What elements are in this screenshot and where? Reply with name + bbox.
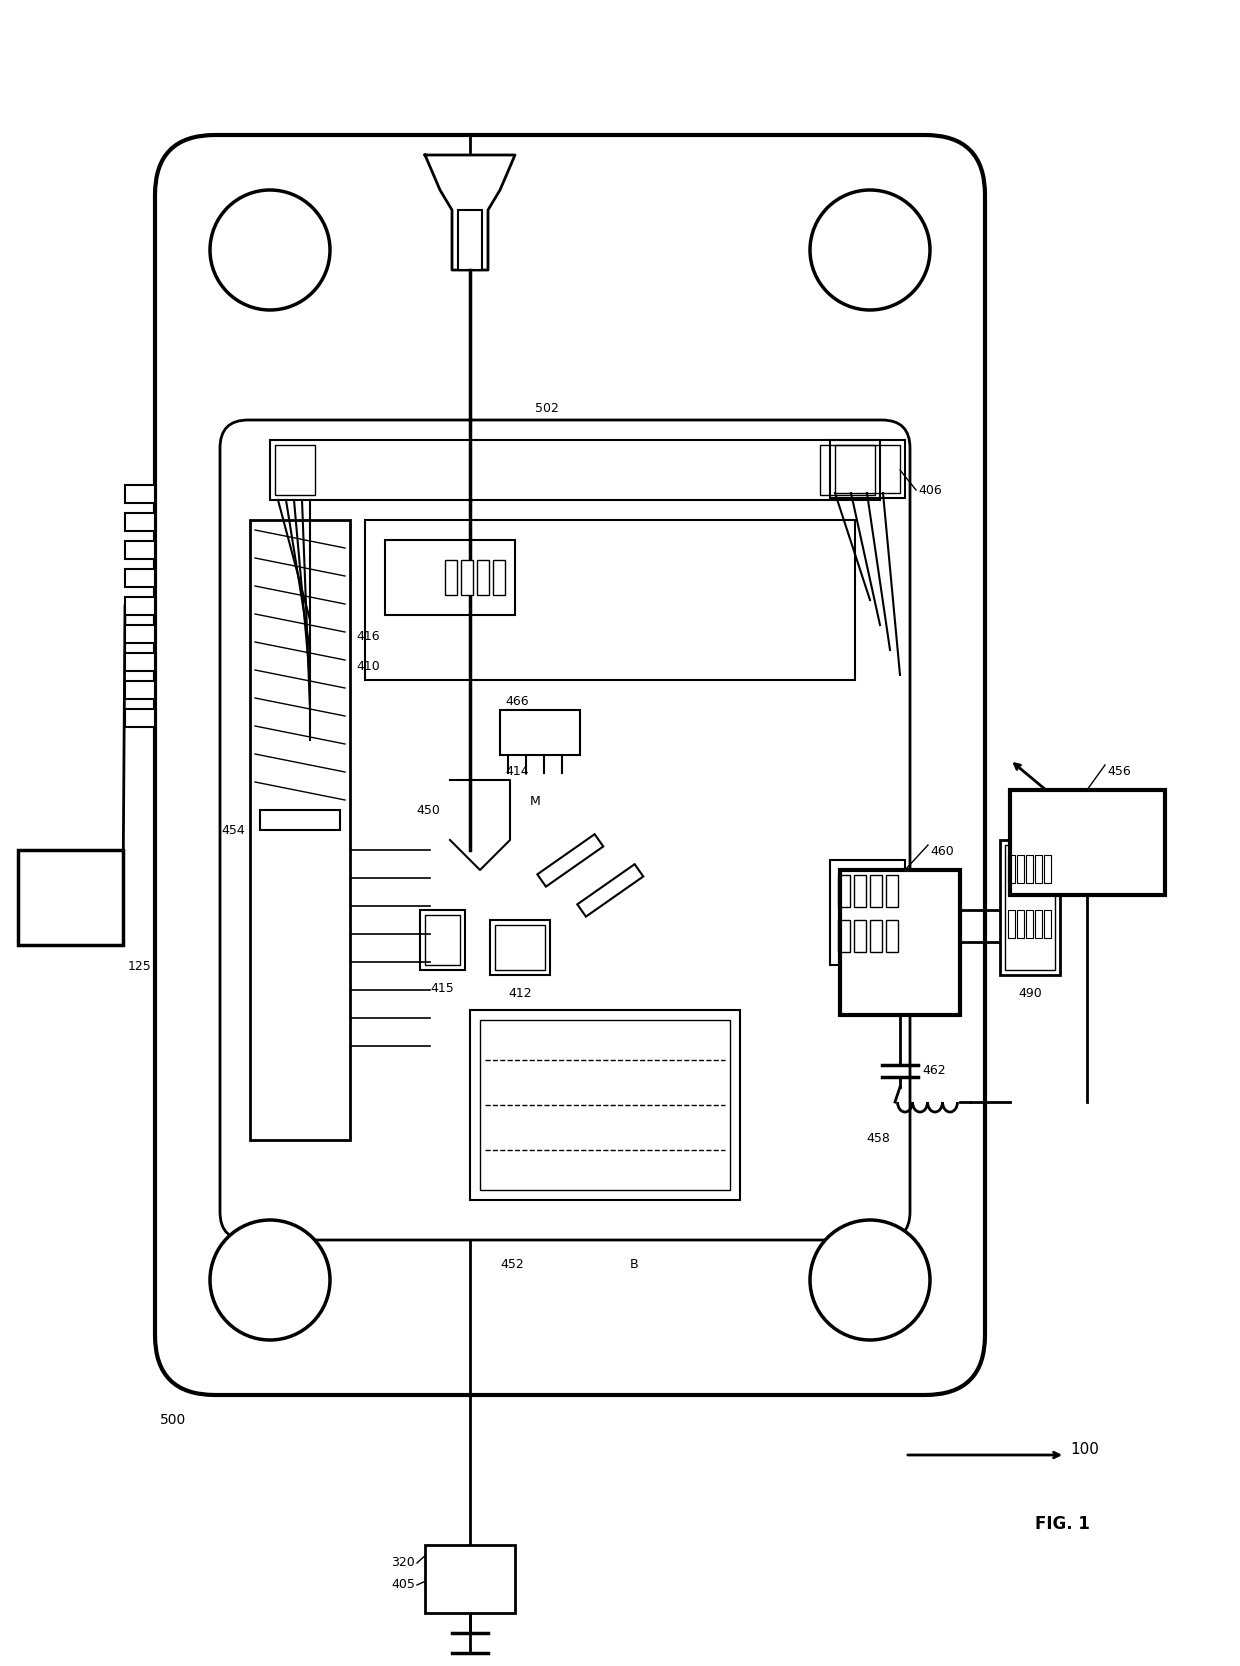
Bar xyxy=(1025,855,1033,883)
Text: F: F xyxy=(461,565,469,578)
Bar xyxy=(384,540,515,615)
Text: 415: 415 xyxy=(430,981,454,995)
Text: 462: 462 xyxy=(923,1065,946,1078)
Bar xyxy=(125,681,155,700)
Bar xyxy=(470,1010,740,1200)
Bar xyxy=(870,920,882,951)
Bar xyxy=(125,653,155,671)
Bar xyxy=(125,485,155,503)
FancyBboxPatch shape xyxy=(155,135,985,1394)
Bar xyxy=(854,920,866,951)
Bar xyxy=(1044,855,1052,883)
Text: 500: 500 xyxy=(160,1413,186,1428)
Text: 455: 455 xyxy=(1040,825,1064,838)
Text: 405: 405 xyxy=(391,1578,415,1591)
Bar xyxy=(480,1020,730,1190)
Text: 452: 452 xyxy=(500,1258,523,1271)
Bar xyxy=(420,910,465,970)
Bar xyxy=(1035,910,1042,938)
Circle shape xyxy=(810,1220,930,1339)
Bar xyxy=(1004,845,1055,970)
Text: 414: 414 xyxy=(505,765,528,778)
Text: 454: 454 xyxy=(221,823,246,836)
Bar xyxy=(495,925,546,970)
Text: 490: 490 xyxy=(1018,986,1042,1000)
Text: 320: 320 xyxy=(392,1556,415,1569)
Circle shape xyxy=(810,190,930,310)
Bar xyxy=(445,560,458,595)
FancyBboxPatch shape xyxy=(578,865,644,916)
Text: 460: 460 xyxy=(930,845,954,858)
Bar xyxy=(275,445,315,495)
FancyBboxPatch shape xyxy=(537,835,603,886)
Text: 466: 466 xyxy=(505,695,528,708)
Bar xyxy=(425,915,460,965)
Bar xyxy=(270,440,880,500)
Bar xyxy=(1017,910,1024,938)
Bar xyxy=(461,560,472,595)
Text: 464: 464 xyxy=(918,926,941,938)
Bar xyxy=(490,920,551,975)
Bar xyxy=(835,445,900,493)
Bar xyxy=(999,840,1060,975)
Bar xyxy=(1035,855,1042,883)
Bar xyxy=(887,920,898,951)
Bar xyxy=(425,1544,515,1613)
Text: 412: 412 xyxy=(508,986,532,1000)
Bar xyxy=(250,520,350,1140)
Circle shape xyxy=(210,1220,330,1339)
Bar xyxy=(1044,910,1052,938)
Bar xyxy=(260,810,340,830)
Bar xyxy=(839,870,960,1015)
Bar xyxy=(1011,790,1166,895)
Text: 456: 456 xyxy=(1107,765,1131,778)
Text: RF
GENERATOR: RF GENERATOR xyxy=(858,928,942,956)
Bar xyxy=(1025,910,1033,938)
Text: TUNING
CONTROLLER: TUNING CONTROLLER xyxy=(29,886,112,908)
Bar xyxy=(820,445,875,495)
Bar xyxy=(854,875,866,906)
Bar xyxy=(458,210,482,270)
Text: SOA BIAS
CURRENT SOURCE: SOA BIAS CURRENT SOURCE xyxy=(1027,828,1147,856)
Text: 406: 406 xyxy=(918,483,941,496)
Bar xyxy=(1017,855,1024,883)
Bar xyxy=(1008,910,1016,938)
Text: M: M xyxy=(529,795,541,808)
Bar xyxy=(19,850,123,945)
Bar xyxy=(125,710,155,726)
Text: 450: 450 xyxy=(417,803,440,816)
Circle shape xyxy=(210,190,330,310)
Bar xyxy=(887,875,898,906)
Bar xyxy=(125,570,155,586)
Bar xyxy=(500,710,580,755)
Bar xyxy=(125,596,155,615)
Bar xyxy=(125,513,155,531)
Text: B: B xyxy=(630,1258,639,1271)
Bar xyxy=(838,875,849,906)
Text: 100: 100 xyxy=(1070,1443,1099,1458)
Text: 502: 502 xyxy=(534,402,559,415)
Bar xyxy=(477,560,489,595)
Bar xyxy=(1008,855,1016,883)
Text: 458: 458 xyxy=(866,1131,890,1145)
Text: S: S xyxy=(918,896,926,908)
Polygon shape xyxy=(450,780,510,870)
Text: FIG. 1: FIG. 1 xyxy=(1035,1514,1090,1533)
Polygon shape xyxy=(425,155,515,270)
Text: 50: 50 xyxy=(460,1571,480,1586)
Bar xyxy=(830,860,905,965)
Text: 410: 410 xyxy=(356,660,379,673)
Bar xyxy=(365,520,856,680)
Bar xyxy=(830,440,905,498)
Text: 416: 416 xyxy=(356,630,379,643)
FancyBboxPatch shape xyxy=(219,420,910,1240)
Bar xyxy=(125,541,155,560)
Bar xyxy=(838,920,849,951)
Bar xyxy=(125,625,155,643)
Bar xyxy=(870,875,882,906)
Bar xyxy=(494,560,505,595)
Text: 125: 125 xyxy=(128,960,151,973)
